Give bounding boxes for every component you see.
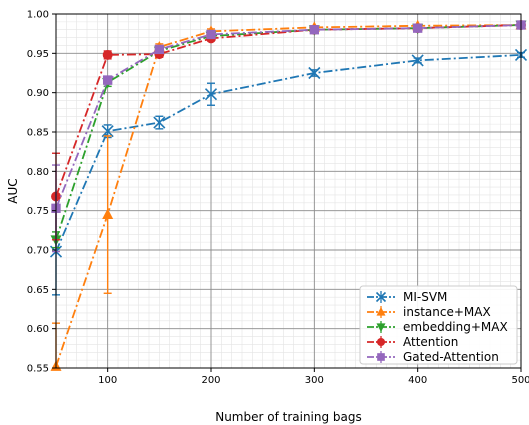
legend-item-attention: Attention — [367, 335, 458, 349]
data-point-gated-attention — [309, 25, 320, 35]
legend-marker-instance-max — [376, 307, 386, 316]
data-point-mi-svm — [101, 125, 114, 138]
y-tick-label: 1.00 — [27, 10, 49, 21]
y-tick-label: 0.60 — [27, 324, 49, 335]
y-axis-label: AUC — [6, 178, 20, 203]
legend-label: Gated-Attention — [403, 350, 499, 364]
legend-marker-mi-svm-stroke — [375, 291, 387, 303]
series-line-gated-attention — [55, 24, 522, 209]
data-point-instance-max — [102, 208, 114, 219]
data-point-mi-svm-stroke — [101, 125, 114, 138]
legend-item-mi-svm: MI-SVM — [367, 290, 447, 304]
legend-box — [359, 285, 518, 365]
data-point-gated-attention — [102, 75, 113, 85]
legend-marker-embedding-max — [376, 323, 386, 332]
legend-label: Attention — [403, 335, 458, 349]
x-tick-label: 300 — [305, 375, 324, 386]
data-point-mi-svm-stroke — [204, 88, 218, 101]
legend-marker-attention — [376, 337, 386, 347]
data-point-gated-attention — [412, 23, 423, 33]
plot-frame — [55, 13, 522, 369]
legend: MI-SVMinstance+MAXembedding+MAXAttention… — [359, 285, 518, 365]
data-point-mi-svm — [411, 54, 424, 67]
data-point-mi-svm-stroke — [153, 116, 166, 129]
data-point-gated-attention — [154, 44, 165, 55]
legend-label: embedding+MAX — [403, 320, 508, 334]
x-axis-ticks: 100 200 300 400 500 — [98, 368, 529, 386]
y-axis-ticks: 0.55 0.60 0.65 0.70 0.75 0.80 0.85 0.90 0.95 1.00 — [27, 10, 56, 375]
legend-item-instance-max: instance+MAX — [367, 305, 491, 319]
data-point-attention — [102, 49, 113, 60]
legend-item-embedding-max: embedding+MAX — [367, 320, 508, 334]
x-tick-label: 500 — [511, 375, 529, 386]
legend-label: instance+MAX — [403, 305, 491, 319]
data-point-gated-attention — [206, 29, 216, 40]
data-point-mi-svm-stroke — [411, 54, 424, 67]
y-tick-label: 0.55 — [27, 364, 49, 375]
series-embedding-max — [50, 20, 527, 249]
legend-label: MI-SVM — [403, 290, 447, 304]
legend-item-gated-attention: Gated-Attention — [367, 350, 499, 364]
data-point-mi-svm — [204, 88, 218, 101]
data-point-mi-svm-stroke — [308, 66, 321, 80]
y-tick-label: 0.75 — [27, 206, 49, 217]
legend-marker-mi-svm — [375, 291, 387, 303]
x-tick-label: 100 — [98, 375, 117, 386]
x-tick-label: 200 — [201, 375, 220, 386]
y-tick-label: 0.95 — [27, 49, 49, 60]
series-line-attention — [55, 24, 522, 197]
data-point-mi-svm — [153, 116, 166, 129]
y-tick-label: 0.65 — [27, 285, 49, 296]
x-tick-label: 400 — [408, 375, 427, 386]
legend-marker-gated-attention — [377, 353, 385, 361]
y-tick-label: 0.85 — [27, 128, 49, 139]
y-tick-label: 0.80 — [27, 167, 49, 178]
y-tick-label: 0.70 — [27, 246, 49, 257]
data-point-mi-svm — [308, 66, 321, 80]
y-tick-label: 0.90 — [27, 88, 49, 99]
x-axis-label: Number of training bags — [215, 410, 362, 424]
